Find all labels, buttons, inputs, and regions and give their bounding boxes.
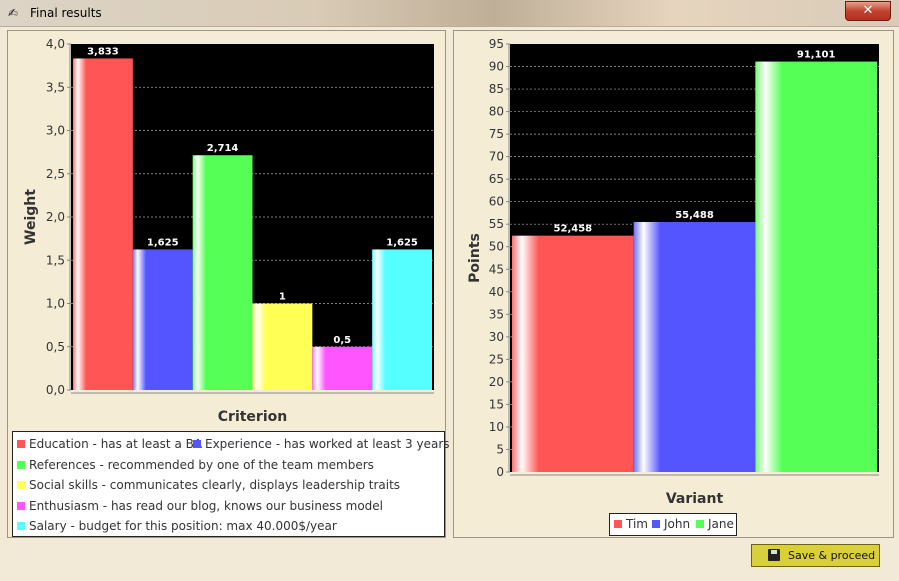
y-tick-label: 0,0 (46, 383, 65, 397)
y-tick-label: 15 (489, 397, 504, 411)
legend-item: Salary - budget for this position: max 4… (17, 519, 337, 533)
bar-value-label: 52,458 (554, 224, 593, 235)
criteria-chart-panel: 0,0 0,5 1,0 1,5 2,0 2,5 3,0 3,5 4,0 3,833 1,625 2,7… (7, 30, 450, 538)
criteria-weight-chart: 0,0 0,5 1,0 1,5 2,0 2,5 3,0 3,5 4,0 3,833 1,625 2,7… (23, 37, 434, 425)
legend-item: Enthusiasm - has read our blog, knows ou… (17, 499, 383, 513)
y-tick-label: 65 (489, 172, 504, 186)
y-tick-label: 55 (489, 217, 504, 231)
bar-value-label: 1,625 (386, 237, 418, 248)
y-tick-label: 10 (489, 420, 504, 434)
y-tick-label: 2,0 (46, 210, 65, 224)
legend-swatch (17, 461, 25, 469)
bar-value-label: 91,101 (797, 50, 836, 61)
legend-swatch (17, 502, 25, 510)
y-tick-label: 75 (489, 127, 504, 141)
y-tick-label: 95 (489, 37, 504, 51)
floppy-disk-icon (768, 549, 780, 561)
legend-label: Experience - has worked at least 3 years (205, 437, 450, 451)
y-tick-label: 25 (489, 352, 504, 366)
legend-swatch (17, 440, 25, 448)
y-axis-label: Weight (23, 189, 39, 245)
bar-value-label: 0,5 (333, 335, 351, 346)
variants-legend: Tim John Jane (609, 513, 737, 536)
legend-swatch (696, 520, 704, 528)
legend-label: Enthusiasm - has read our blog, knows ou… (29, 499, 383, 513)
legend-item: John (652, 517, 690, 531)
y-tick-label: 80 (489, 105, 504, 119)
y-tick-label: 2,5 (46, 167, 65, 181)
criteria-legend: Education - has at least a BA Experience … (12, 431, 450, 537)
y-tick-label: 85 (489, 82, 504, 96)
save-button-label: Save & proceed (788, 549, 876, 562)
y-axis-label: Points (467, 233, 483, 283)
y-tick-label: 0 (496, 465, 504, 479)
legend-swatch (193, 440, 201, 448)
legend-label: John (664, 517, 691, 531)
y-tick-label: 1,0 (46, 297, 65, 311)
y-tick-label: 50 (489, 240, 504, 254)
legend-label: Salary - budget for this position: max 4… (29, 519, 337, 533)
app-icon: ✍ (8, 6, 19, 20)
y-tick-label: 4,0 (46, 37, 65, 51)
bar-value-label: 55,488 (675, 210, 714, 221)
legend-swatch (17, 481, 25, 489)
bar-value-label: 1,625 (147, 237, 179, 248)
bar (132, 249, 193, 390)
y-tick-label: 30 (489, 330, 504, 344)
x-axis-label: Variant (666, 491, 724, 507)
y-tick-label: 1,5 (46, 253, 65, 267)
y-tick-label: 3,5 (46, 80, 65, 94)
y-tick-label: 20 (489, 375, 504, 389)
bar-value-label: 1 (279, 292, 286, 303)
bar (252, 303, 313, 390)
variant-points-chart: 0 5 10 15 20 25 30 35 40 45 50 55 60 65 70 75 80 85 90 95 52… (467, 37, 879, 507)
bar (192, 155, 253, 390)
legend-item: Jane (696, 517, 734, 531)
legend-label: Social skills - communicates clearly, di… (29, 478, 401, 492)
legend-item: Experience - has worked at least 3 years (193, 437, 450, 451)
x-axis-label: Criterion (218, 409, 287, 425)
title-bar: ✍ Final results ✕ (0, 0, 899, 27)
bar (312, 346, 373, 390)
legend-label: Jane (708, 517, 734, 531)
bar (512, 235, 634, 472)
legend-swatch (614, 520, 622, 528)
legend-label: Education - has at least a BA (29, 437, 203, 451)
y-tick-label: 5 (496, 442, 504, 456)
legend-item: Social skills - communicates clearly, di… (17, 478, 400, 492)
y-tick-label: 60 (489, 195, 504, 209)
window-title: Final results (30, 6, 102, 20)
y-tick-label: 3,0 (46, 124, 65, 138)
variants-chart-panel: 0 5 10 15 20 25 30 35 40 45 50 55 60 65 70 75 80 85 90 95 52… (453, 30, 894, 538)
legend-label: Tim (626, 517, 648, 531)
legend-label: References - recommended by one of the t… (29, 458, 374, 472)
bar (633, 222, 756, 472)
legend-swatch (17, 522, 25, 530)
y-tick-label: 70 (489, 150, 504, 164)
close-button[interactable]: ✕ (845, 1, 891, 21)
save-and-proceed-button[interactable]: Save & proceed (751, 544, 880, 567)
bar (73, 58, 133, 391)
legend-item: References - recommended by one of the t… (17, 458, 374, 472)
y-tick-label: 40 (489, 285, 504, 299)
bar (372, 249, 432, 390)
legend-swatch (652, 520, 660, 528)
bar-value-label: 2,714 (207, 143, 239, 154)
y-tick-label: 45 (489, 262, 504, 276)
legend-item: Education - has at least a BA (17, 437, 202, 451)
y-tick-label: 90 (489, 60, 504, 74)
y-tick-label: 35 (489, 307, 504, 321)
legend-item: Tim (614, 517, 648, 531)
y-tick-label: 0,5 (46, 340, 65, 354)
bar (755, 61, 877, 473)
bar-value-label: 3,833 (87, 46, 119, 57)
